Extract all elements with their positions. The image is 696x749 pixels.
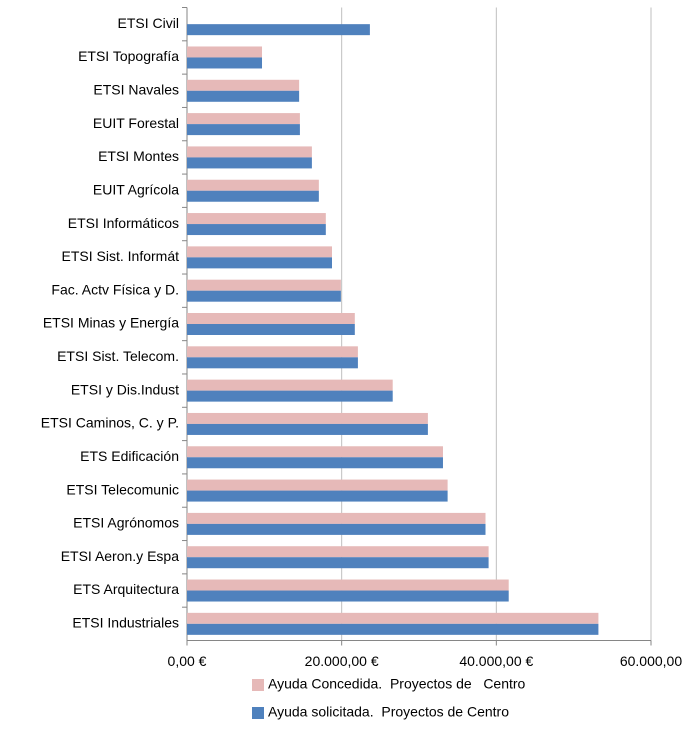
y-tick-label: ETSI Topografía: [78, 48, 179, 64]
bar: [187, 190, 319, 202]
legend-swatch: [252, 679, 264, 691]
bar: [187, 590, 509, 602]
bar: [187, 390, 393, 402]
y-tick-label: ETSI y Dis.Indust: [71, 381, 179, 397]
bar: [187, 46, 263, 58]
bar: [187, 490, 448, 502]
bar: [187, 257, 332, 269]
bar: [187, 579, 509, 591]
y-tick-label: ETSI Minas y Energía: [43, 315, 179, 331]
bar: [187, 324, 355, 335]
x-tick-label: 0,00 €: [168, 653, 207, 669]
bar: [187, 457, 443, 469]
bar: [187, 523, 486, 535]
bar: [187, 90, 300, 102]
y-tick-label: ETSI Sist. Informát: [62, 248, 180, 264]
bar: [187, 423, 428, 435]
bar: [187, 179, 319, 191]
bar: [187, 124, 300, 136]
bar: [187, 412, 428, 424]
y-tick-label: ETS Edificación: [80, 448, 179, 464]
bar: [187, 379, 393, 391]
y-tick-label: ETSI Sist. Telecom.: [57, 348, 179, 364]
bar: [187, 346, 358, 358]
bar: [187, 113, 300, 125]
bar: [187, 290, 341, 302]
bar: [187, 24, 370, 36]
bar: [187, 612, 599, 624]
bar: [187, 213, 326, 225]
bar: [187, 546, 489, 558]
legend-swatch: [252, 707, 264, 719]
bar: [187, 57, 263, 69]
y-tick-label: ETSI Agrónomos: [73, 515, 179, 531]
bar: [187, 313, 355, 324]
bar: [187, 479, 448, 491]
y-tick-label: ETSI Caminos, C. y P.: [41, 415, 179, 431]
y-tick-label: EUIT Forestal: [93, 115, 179, 131]
y-tick-label: ETS Arquitectura: [73, 581, 179, 597]
y-tick-label: ETSI Civil: [118, 15, 179, 31]
x-tick-label: 60.000,00: [620, 653, 682, 669]
y-tick-label: EUIT Agrícola: [93, 181, 179, 197]
legend-label: Ayuda solicitada. Proyectos de Centro: [268, 704, 509, 720]
bar: [187, 79, 300, 91]
bar: [187, 146, 312, 158]
y-tick-label: ETSI Informáticos: [68, 215, 179, 231]
legend-label: Ayuda Concedida. Proyectos de Centro: [268, 676, 526, 692]
bar: [187, 623, 599, 635]
bar: [187, 157, 312, 169]
y-tick-label: ETSI Aeron.y Espa: [61, 548, 179, 564]
bar: [187, 279, 341, 291]
bar: [187, 512, 486, 524]
x-tick-label: 20.000,00 €: [305, 653, 379, 669]
y-tick-label: ETSI Telecomunic: [66, 481, 179, 497]
bar: [187, 246, 332, 258]
bar: [187, 224, 326, 236]
x-tick-label: 40.000,00 €: [459, 653, 533, 669]
bar: [187, 357, 358, 369]
y-tick-label: ETSI Industriales: [72, 615, 179, 631]
bar: [187, 446, 443, 458]
y-tick-label: Fac. Actv Física y D.: [51, 281, 179, 297]
y-tick-label: ETSI Navales: [93, 81, 179, 97]
bar: [187, 557, 489, 569]
y-tick-label: ETSI Montes: [98, 148, 179, 164]
